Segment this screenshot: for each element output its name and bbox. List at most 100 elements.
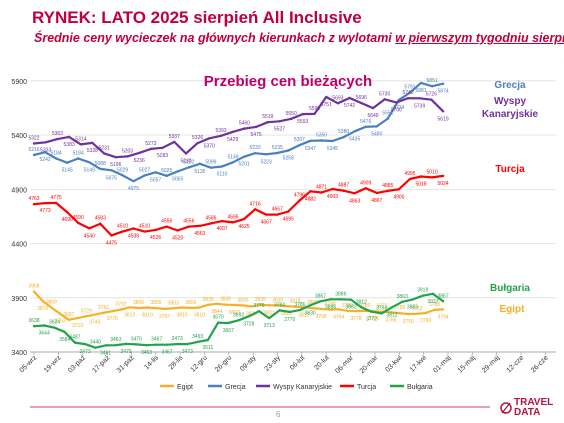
data-label: 5595 bbox=[309, 106, 320, 112]
data-point bbox=[146, 306, 149, 309]
data-point bbox=[386, 117, 389, 120]
series-line-1 bbox=[33, 81, 444, 183]
data-point bbox=[253, 208, 257, 211]
data-label: 5025 bbox=[161, 168, 172, 174]
data-label: 4540 bbox=[84, 233, 95, 239]
data-label: 3794 bbox=[333, 314, 344, 320]
data-point bbox=[364, 187, 367, 190]
data-point bbox=[266, 121, 269, 124]
data-point bbox=[354, 309, 358, 313]
data-label: 3806 bbox=[185, 300, 196, 306]
data-label: 3867 bbox=[315, 293, 326, 299]
data-label: 5216 bbox=[28, 147, 39, 153]
y-tick-label: 4400 bbox=[11, 242, 27, 249]
data-point bbox=[342, 136, 345, 139]
data-label: 5203 bbox=[122, 148, 133, 154]
series-line-3 bbox=[33, 174, 444, 237]
data-point bbox=[138, 151, 141, 155]
data-label: 3835 bbox=[203, 297, 214, 303]
data-point bbox=[104, 344, 107, 347]
data-point bbox=[176, 170, 179, 173]
data-label: 5739 bbox=[414, 103, 425, 109]
data-label: 5393 bbox=[215, 128, 226, 134]
data-label: 5742 bbox=[344, 103, 355, 109]
data-label: 3937 bbox=[427, 299, 438, 305]
data-label: 4556 bbox=[183, 219, 194, 225]
data-point bbox=[135, 343, 138, 346]
x-tick-label: 28-lis bbox=[168, 354, 185, 371]
data-point bbox=[320, 139, 323, 142]
series-side-labels: Grecja Wyspy Kanaryjskie Turcja Bułgaria Egip… bbox=[482, 80, 539, 315]
data-point bbox=[276, 304, 279, 307]
data-label: 3670 bbox=[213, 315, 224, 321]
data-point bbox=[154, 306, 158, 310]
data-point bbox=[320, 307, 323, 310]
travel-data-logo: TRAVEL DATA bbox=[500, 397, 562, 421]
data-point bbox=[389, 311, 393, 314]
data-point bbox=[77, 157, 80, 160]
data-label: 5476 bbox=[360, 119, 371, 125]
data-point bbox=[88, 161, 91, 164]
data-label: 3511 bbox=[203, 345, 214, 351]
data-label: 4539 bbox=[128, 234, 139, 240]
data-point bbox=[242, 217, 246, 221]
x-tick-label: 12-cze bbox=[506, 354, 526, 374]
data-label: 3756 bbox=[376, 305, 387, 311]
data-label: 3810 bbox=[176, 313, 187, 319]
data-label: 5196 bbox=[110, 162, 121, 168]
data-label: 3780 bbox=[342, 303, 353, 309]
data-point bbox=[241, 304, 245, 307]
data-point bbox=[390, 306, 394, 309]
data-point bbox=[430, 176, 434, 179]
data-point bbox=[430, 98, 433, 101]
data-point bbox=[124, 342, 128, 346]
data-point bbox=[154, 171, 157, 174]
side-label-0: Egipt bbox=[500, 304, 526, 315]
page-number: 6 bbox=[276, 410, 281, 419]
data-point bbox=[173, 140, 176, 144]
side-label-4: Bułgaria bbox=[490, 283, 530, 294]
data-label: 5649 bbox=[367, 113, 378, 119]
data-label: 4995 bbox=[404, 171, 415, 177]
data-point bbox=[360, 306, 363, 309]
data-point bbox=[187, 225, 190, 228]
x-tick-label: 12-gru bbox=[190, 354, 209, 373]
data-point bbox=[265, 213, 268, 216]
data-point bbox=[220, 219, 224, 223]
data-label: 3584 bbox=[59, 337, 70, 343]
data-point bbox=[56, 137, 59, 141]
data-point bbox=[143, 174, 146, 177]
data-point bbox=[83, 342, 87, 346]
data-point bbox=[433, 308, 436, 312]
data-label: 3867 bbox=[438, 293, 449, 299]
data-label: 3810 bbox=[142, 313, 153, 319]
data-label: 5345 bbox=[327, 146, 338, 152]
data-point bbox=[328, 308, 332, 311]
data-label: 4475 bbox=[106, 240, 117, 246]
data-label: 3835 bbox=[255, 297, 266, 303]
data-label: 5057 bbox=[150, 177, 161, 183]
data-point bbox=[224, 303, 227, 306]
data-point bbox=[371, 106, 375, 110]
data-point bbox=[161, 146, 164, 149]
data-point bbox=[329, 298, 332, 301]
data-label: 3886 bbox=[325, 304, 336, 310]
data-label: 5018 bbox=[415, 182, 426, 188]
data-label: 5527 bbox=[274, 126, 285, 132]
data-label: 3729 bbox=[81, 308, 92, 314]
globe-icon bbox=[500, 402, 512, 414]
data-label: 5010 bbox=[427, 169, 438, 175]
data-point bbox=[308, 304, 312, 307]
data-point bbox=[198, 162, 202, 165]
data-point bbox=[187, 166, 190, 169]
data-label: 3812 bbox=[298, 312, 309, 318]
data-label: 3473 bbox=[182, 349, 193, 355]
data-point bbox=[278, 309, 281, 312]
data-point bbox=[155, 343, 158, 346]
x-tick-label: 29-maj bbox=[481, 354, 501, 374]
data-label: 3792 bbox=[115, 302, 126, 308]
data-label: 4510 bbox=[139, 224, 150, 230]
data-label: 5029 bbox=[117, 167, 128, 173]
data-point bbox=[165, 174, 168, 177]
data-point bbox=[128, 306, 131, 309]
